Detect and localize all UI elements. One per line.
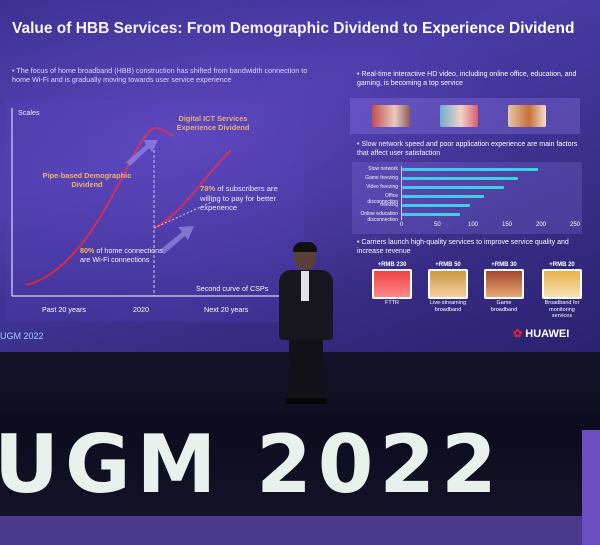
stat1-text: of home connections are Wi-Fi connection… bbox=[80, 246, 163, 264]
y-axis-label: Scales bbox=[18, 108, 40, 117]
service-game: +RMB 30 Game broadband bbox=[484, 262, 524, 313]
dividend-chart: Scales Pipe-based Demographic Dividend D… bbox=[6, 100, 304, 322]
axis-tick: 250 bbox=[570, 222, 581, 228]
point2-text: Slow network speed and poor application … bbox=[357, 141, 578, 157]
curve2-label: Digital ICT Services Experience Dividend bbox=[176, 114, 250, 132]
curve-note: Second curve of CSPs bbox=[196, 284, 269, 293]
bar-label: Video freezing bbox=[366, 184, 398, 190]
service-monitoring: +RMB 20 Broadband for monitoring service… bbox=[540, 262, 584, 320]
monitoring-image bbox=[542, 269, 582, 299]
service-price: +RMB 20 bbox=[549, 262, 575, 268]
slide-intro-text: The focus of home broadband (HBB) constr… bbox=[12, 66, 308, 84]
service-live: +RMB 50 Live-streaming broadband bbox=[428, 262, 468, 313]
service-price: +RMB 230 bbox=[377, 262, 407, 268]
stat2: 78% of subscribers are willing to pay fo… bbox=[200, 184, 292, 213]
gaming-thumbnail bbox=[508, 105, 546, 127]
stage-pillar bbox=[582, 430, 600, 545]
bar bbox=[402, 186, 504, 189]
presentation-screen: Value of HBB Services: From Demographic … bbox=[0, 0, 600, 352]
huawei-flower-icon: ✿ bbox=[513, 328, 523, 340]
bar bbox=[402, 177, 518, 180]
slide-intro: • The focus of home broadband (HBB) cons… bbox=[12, 66, 308, 84]
bar-axis bbox=[401, 166, 402, 220]
point1: • Real-time interactive HD video, includ… bbox=[357, 71, 577, 87]
x-label-past: Past 20 years bbox=[42, 305, 86, 314]
bar bbox=[402, 168, 538, 171]
bar-label: Slow network bbox=[368, 166, 398, 172]
education-thumbnail bbox=[440, 105, 478, 127]
curve-demographic bbox=[25, 126, 175, 286]
video-thumbnails bbox=[350, 98, 580, 134]
presenter-legs bbox=[289, 336, 323, 402]
axis-tick: 0 bbox=[400, 222, 404, 228]
game-image bbox=[484, 269, 524, 299]
service-name: Broadband for monitoring services bbox=[544, 300, 580, 319]
arrow-2-icon bbox=[160, 226, 194, 254]
stat1: 80% of home connections are Wi-Fi connec… bbox=[80, 246, 170, 264]
dividend-chart-graphic bbox=[6, 100, 304, 322]
service-price: +RMB 50 bbox=[435, 262, 461, 268]
satisfaction-bar-chart: Slow network Game freezing Video freezing O… bbox=[352, 162, 582, 234]
huawei-logo: ✿ HUAWEI bbox=[513, 327, 569, 340]
service-price: +RMB 30 bbox=[491, 262, 517, 268]
services-row: +RMB 230 FTTR +RMB 50 Live-streaming bro… bbox=[372, 262, 584, 320]
live-image bbox=[428, 269, 468, 299]
axis-tick: 150 bbox=[502, 222, 513, 228]
service-name: FTTR bbox=[384, 300, 400, 306]
huawei-wordmark: HUAWEI bbox=[525, 328, 570, 340]
presenter-shoes bbox=[285, 398, 327, 404]
chart-background bbox=[6, 100, 304, 322]
stat2-text: of subscribers are willing to pay for be… bbox=[200, 184, 278, 212]
office-thumbnail bbox=[372, 105, 410, 127]
x-label-next: Next 20 years bbox=[204, 305, 249, 314]
point3: • Carriers launch high-quality services … bbox=[357, 239, 569, 255]
curve-dotted bbox=[153, 199, 217, 229]
stat1-value: 80% bbox=[80, 246, 95, 255]
service-fttr: +RMB 230 FTTR bbox=[372, 262, 412, 307]
bar bbox=[402, 195, 484, 198]
curve-experience bbox=[153, 149, 232, 229]
axis-tick: 200 bbox=[536, 222, 547, 228]
stage-banner: UGM 2022 bbox=[0, 418, 503, 511]
point3-text: Carriers launch high-quality services to… bbox=[357, 239, 569, 255]
arrow-1-icon bbox=[126, 140, 158, 166]
curve1-label: Pipe-based Demographic Dividend bbox=[42, 171, 132, 189]
x-label-2020: 2020 bbox=[133, 305, 149, 314]
point2: • Slow network speed and poor applicatio… bbox=[357, 141, 578, 157]
service-name: Game broadband bbox=[490, 300, 518, 313]
stage-edge bbox=[0, 516, 600, 545]
bar-label: freezing bbox=[380, 202, 398, 208]
point1-text: Real-time interactive HD video, includin… bbox=[357, 71, 577, 87]
slide-title: Value of HBB Services: From Demographic … bbox=[12, 20, 575, 37]
presenter-hair bbox=[293, 242, 317, 252]
axis-tick: 100 bbox=[468, 222, 479, 228]
event-label-small: UGM 2022 bbox=[0, 331, 44, 341]
bar-label: Game freezing bbox=[365, 175, 398, 181]
bar-label: Office disconnection bbox=[367, 193, 398, 205]
bar-label: Online education disconnection bbox=[360, 211, 398, 223]
presenter-shirt bbox=[301, 271, 309, 301]
service-name: Live-streaming broadband bbox=[429, 300, 467, 313]
axis-tick: 50 bbox=[434, 222, 441, 228]
stat2-value: 78% bbox=[200, 184, 216, 193]
bar bbox=[402, 204, 470, 207]
bar bbox=[402, 213, 460, 216]
fttr-image bbox=[372, 269, 412, 299]
